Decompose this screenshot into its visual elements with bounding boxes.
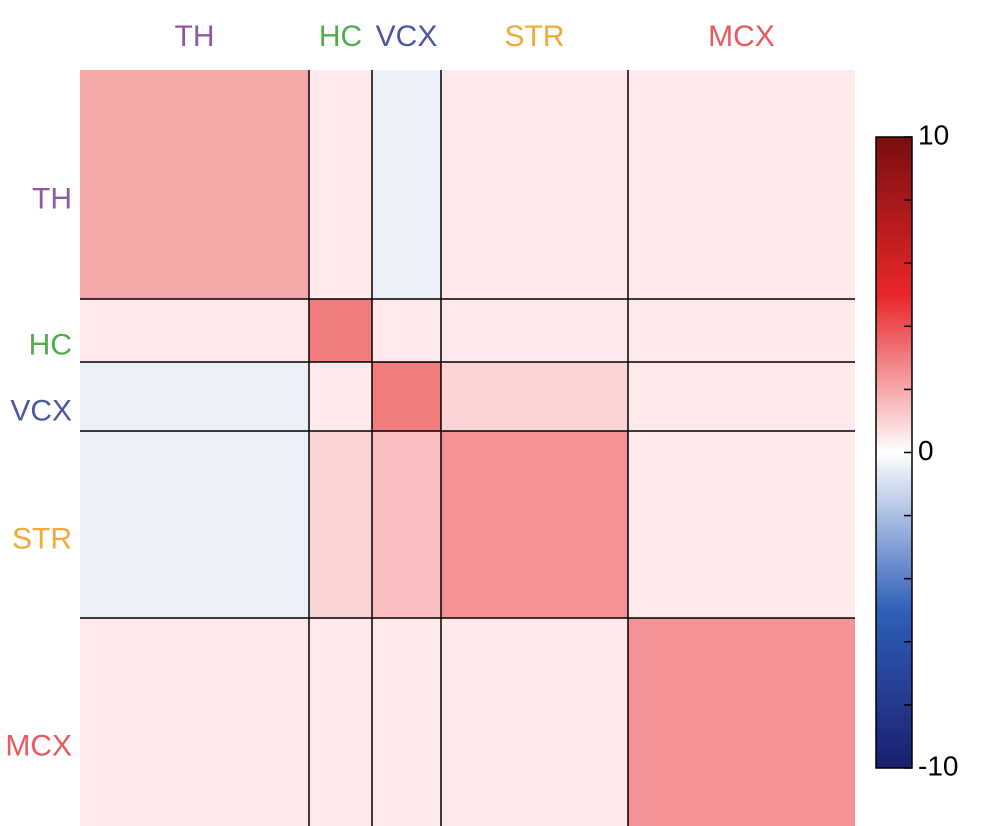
heatmap-block <box>441 431 628 618</box>
heatmap-block <box>309 299 372 362</box>
row-label: STR <box>12 522 72 555</box>
column-label: MCX <box>708 20 775 53</box>
heatmap-block <box>309 70 372 299</box>
column-label: HC <box>319 20 362 53</box>
heatmap-block <box>628 299 855 362</box>
heatmap-block <box>372 362 441 431</box>
heatmap-block <box>628 431 855 618</box>
row-label: TH <box>32 182 72 215</box>
heatmap-block <box>628 618 855 826</box>
heatmap-block <box>80 362 309 431</box>
colorbar-tick-label: 0 <box>918 435 934 466</box>
heatmap-block <box>80 299 309 362</box>
row-label: HC <box>29 328 72 361</box>
heatmap-block <box>441 299 628 362</box>
heatmap-block <box>80 431 309 618</box>
column-label: STR <box>505 20 565 53</box>
colorbar-tick-label: -10 <box>918 750 958 781</box>
row-label: VCX <box>10 394 72 427</box>
colorbar-tick-label: 10 <box>918 119 949 150</box>
heatmap-block <box>80 618 309 826</box>
heatmap-block <box>628 362 855 431</box>
column-label: VCX <box>376 20 438 53</box>
heatmap-block <box>441 70 628 299</box>
heatmap-block <box>372 70 441 299</box>
heatmap-block <box>80 70 309 299</box>
heatmap-block <box>441 362 628 431</box>
heatmap-block <box>372 299 441 362</box>
heatmap-block <box>372 431 441 618</box>
heatmap-block <box>309 431 372 618</box>
heatmap-block <box>441 618 628 826</box>
heatmap-block <box>372 618 441 826</box>
heatmap-block <box>309 362 372 431</box>
heatmap-block <box>628 70 855 299</box>
row-label: MCX <box>5 729 72 762</box>
heatmap-block <box>309 618 372 826</box>
column-label: TH <box>175 20 215 53</box>
